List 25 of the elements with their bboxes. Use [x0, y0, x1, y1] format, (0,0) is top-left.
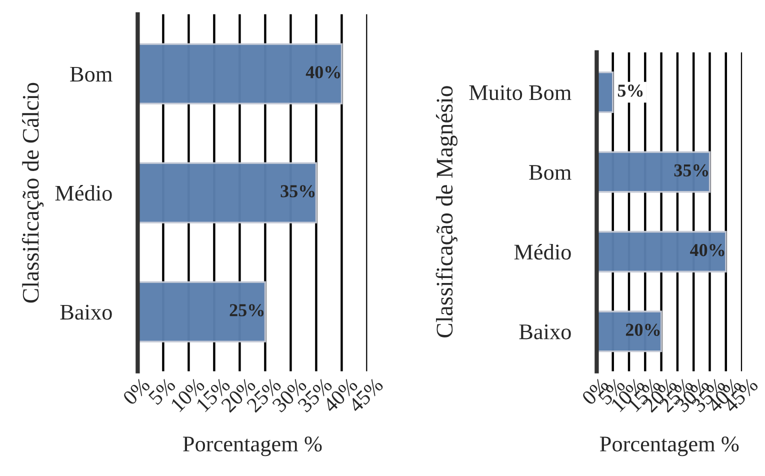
- bar: [596, 151, 711, 193]
- y-axis-title: Classificação de Cálcio: [22, 82, 44, 303]
- x-tick-label: 0%: [122, 377, 151, 406]
- data-label: 40%: [690, 244, 724, 256]
- bar: [138, 281, 266, 342]
- y-tick-label: Bom: [70, 66, 112, 82]
- bar: [596, 230, 727, 272]
- bar: [596, 310, 662, 352]
- bar: [138, 162, 318, 224]
- y-tick-label: Baixo: [519, 324, 571, 340]
- data-label: 25%: [230, 304, 264, 316]
- y-tick-label: Médio: [55, 185, 112, 201]
- data-label: 35%: [280, 185, 315, 198]
- data-label: 35%: [674, 164, 708, 177]
- data-label: 20%: [626, 324, 660, 336]
- data-label: 5%: [618, 84, 643, 97]
- y-tick-label: Bom: [529, 165, 572, 180]
- bar: [138, 43, 343, 104]
- y-tick-label: Baixo: [60, 304, 112, 320]
- y-tick-label: Médio: [514, 244, 571, 260]
- x-axis-title: Porcentagem %: [600, 436, 739, 456]
- x-axis-title: Porcentagem %: [183, 436, 322, 456]
- y-tick-label: Muito Bom: [469, 85, 572, 100]
- data-label: 40%: [306, 66, 340, 78]
- y-axis-title: Classificação de Magnésio: [436, 86, 458, 338]
